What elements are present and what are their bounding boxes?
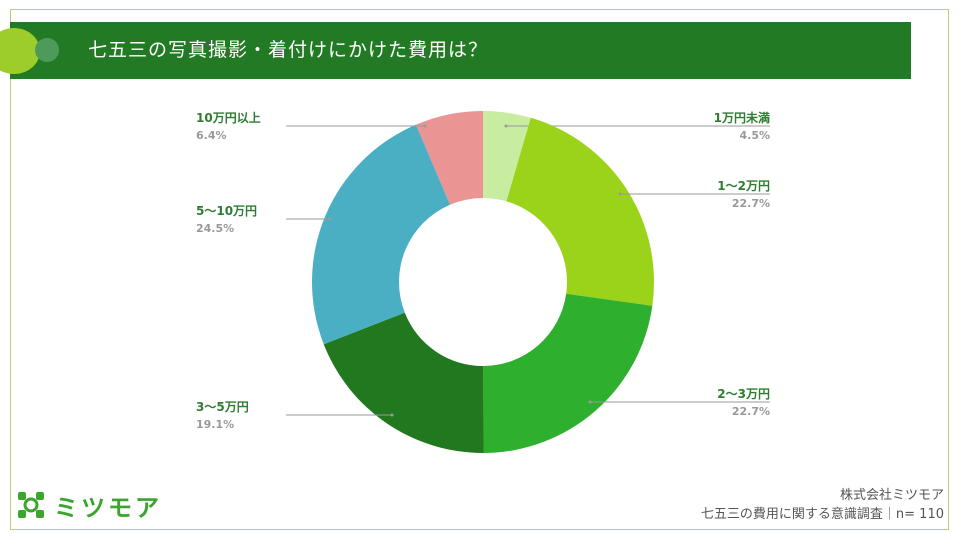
- donut-slice: [323, 312, 484, 453]
- leader-dot: [504, 124, 508, 128]
- segment-label: 1万円未満: [714, 110, 770, 125]
- footer: 株式会社ミツモア 七五三の費用に関する意識調査｜n= 110: [701, 486, 944, 524]
- segment-label: 10万円以上: [196, 110, 261, 125]
- title-bar: 七五三の写真撮影・着付けにかけた費用は？: [10, 22, 911, 79]
- segment-value-label: 6.4%: [196, 129, 227, 142]
- company-logo: ミツモア: [16, 487, 162, 523]
- slide-frame: [10, 9, 949, 530]
- segment-value-label: 4.5%: [739, 129, 770, 142]
- segment-value-label: 22.7%: [732, 405, 770, 418]
- donut-slice: [483, 111, 531, 202]
- donut-slice: [483, 293, 653, 453]
- donut-slice: [312, 124, 451, 345]
- decorative-circle-large: [0, 28, 40, 74]
- leader-dot: [390, 413, 394, 417]
- leader-dot: [618, 192, 622, 196]
- logo-mark-icon: [18, 492, 44, 518]
- segment-label: 3〜5万円: [196, 400, 249, 414]
- slide-title: 七五三の写真撮影・着付けにかけた費用は？: [88, 39, 489, 61]
- segment-label: 1〜2万円: [717, 179, 770, 193]
- donut-slice: [416, 111, 483, 205]
- leader-dot: [423, 124, 427, 128]
- donut-slice: [506, 117, 655, 306]
- segment-value-label: 22.7%: [732, 197, 770, 210]
- segment-value-label: 24.5%: [196, 222, 234, 235]
- segment-value-label: 19.1%: [196, 418, 234, 431]
- logo-text: ミツモア: [54, 493, 162, 522]
- segment-label: 5〜10万円: [196, 204, 257, 218]
- survey-source: 七五三の費用に関する意識調査｜n= 110: [700, 507, 944, 522]
- decorative-circle-small: [35, 38, 59, 62]
- company-name: 株式会社ミツモア: [839, 488, 944, 503]
- segment-label: 2〜3万円: [717, 387, 770, 401]
- leader-dot: [328, 217, 332, 221]
- leader-dot: [588, 400, 592, 404]
